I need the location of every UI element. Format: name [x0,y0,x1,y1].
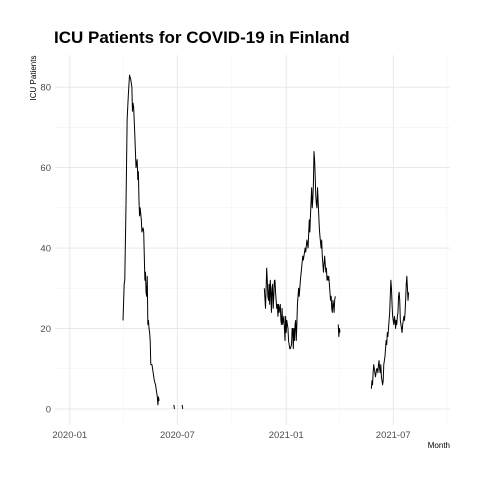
series-line-segment [263,151,336,350]
tick-labels: 0 20 40 60 80 2020-01 2020-07 2021-01 2021-07 [40,83,410,441]
series-line-segment [173,404,175,409]
series-line-segment [337,324,341,338]
y-tick-label: 80 [40,83,51,94]
series-line-segment [181,404,184,409]
y-tick-label: 0 [46,404,51,415]
chart-title: ICU Patients for COVID-19 in Finland [54,28,350,47]
x-tick-label: 2020-07 [160,430,195,441]
series-line-segment [122,74,160,406]
grid [55,55,450,425]
y-axis-label: ICU Patients [29,56,38,101]
y-tick-label: 20 [40,324,51,335]
x-tick-label: 2020-01 [52,430,87,441]
y-tick-label: 60 [40,163,51,174]
x-tick-label: 2021-07 [376,430,411,441]
y-tick-label: 40 [40,244,51,255]
series-lines [122,74,410,409]
x-tick-label: 2021-01 [269,430,304,441]
series-line-segment [370,275,410,389]
x-axis-label: Month [428,441,450,450]
